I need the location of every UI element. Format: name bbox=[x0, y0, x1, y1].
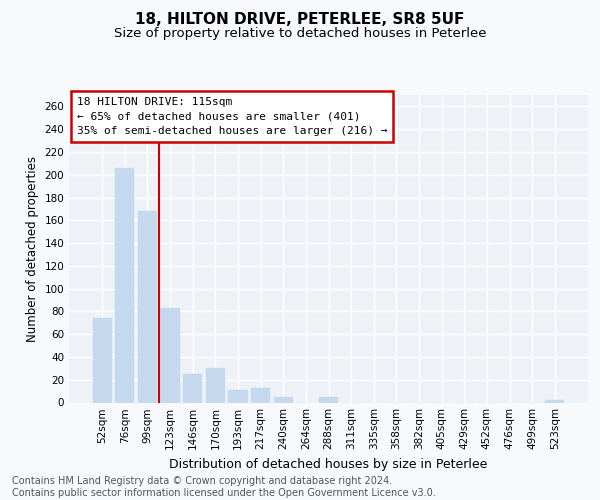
X-axis label: Distribution of detached houses by size in Peterlee: Distribution of detached houses by size … bbox=[169, 458, 488, 471]
Bar bbox=[138, 211, 157, 402]
Text: Contains HM Land Registry data © Crown copyright and database right 2024.
Contai: Contains HM Land Registry data © Crown c… bbox=[12, 476, 436, 498]
Text: 18, HILTON DRIVE, PETERLEE, SR8 5UF: 18, HILTON DRIVE, PETERLEE, SR8 5UF bbox=[136, 12, 464, 28]
Bar bbox=[251, 388, 270, 402]
Bar bbox=[115, 168, 134, 402]
Bar bbox=[229, 390, 248, 402]
Bar bbox=[545, 400, 565, 402]
Bar bbox=[183, 374, 202, 402]
Bar bbox=[160, 308, 180, 402]
Text: 18 HILTON DRIVE: 115sqm
← 65% of detached houses are smaller (401)
35% of semi-d: 18 HILTON DRIVE: 115sqm ← 65% of detache… bbox=[77, 96, 387, 136]
Y-axis label: Number of detached properties: Number of detached properties bbox=[26, 156, 39, 342]
Text: Size of property relative to detached houses in Peterlee: Size of property relative to detached ho… bbox=[114, 28, 486, 40]
Bar bbox=[319, 397, 338, 402]
Bar bbox=[274, 397, 293, 402]
Bar bbox=[206, 368, 225, 402]
Bar bbox=[92, 318, 112, 402]
